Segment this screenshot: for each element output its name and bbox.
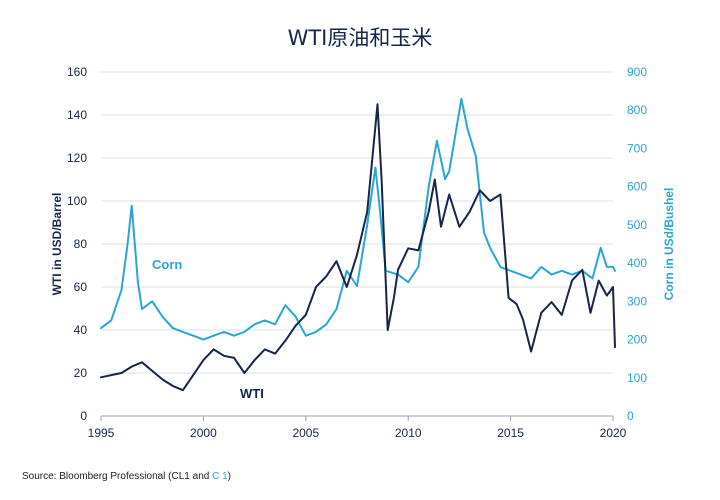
y-left-tick-label: 40 [74, 323, 88, 337]
y-left-tick-label: 100 [67, 194, 87, 208]
grid-lines [101, 71, 613, 417]
source-text: Source: Bloomberg Professional (CL1 and [22, 471, 213, 482]
axis-titles: Corn WTI WTI in USD/Barrel Corn in USd/Bush… [50, 188, 676, 401]
y-left-tick-label: 140 [67, 108, 87, 122]
source-footnote: Source: Bloomberg Professional (CL1 and … [22, 471, 231, 482]
series-line-wti [100, 103, 616, 392]
y-right-tick-label: 300 [627, 294, 647, 308]
y-right-tick-label: 200 [627, 333, 647, 347]
y-right-tick-label: 800 [627, 103, 647, 117]
y-right-tick-label: 600 [627, 180, 647, 194]
x-tick-label: 2015 [497, 426, 524, 440]
y-right-tick-label: 900 [627, 65, 647, 79]
x-tick-label: 2000 [190, 426, 217, 440]
series-line-corn [100, 97, 616, 341]
y-right-axis-title: Corn in USd/Bushel [662, 188, 676, 301]
y-right-tick-label: 400 [627, 256, 647, 270]
y-left-tick-label: 60 [74, 280, 88, 294]
y-right-tick-label: 100 [627, 371, 647, 385]
series-lines [100, 97, 616, 392]
y-left-tick-label: 20 [74, 366, 88, 380]
source-accent-text: C 1 [212, 471, 228, 482]
wti-series-label: WTI [240, 386, 264, 401]
y-right-tick-label: 700 [627, 141, 647, 155]
x-tick-label: 2020 [600, 426, 627, 440]
y-right-tick-label: 500 [627, 218, 647, 232]
y-left-axis-title: WTI in USD/Barrel [50, 193, 64, 296]
y-left-tick-label: 80 [74, 237, 88, 251]
axis-ticks: 0 20 40 60 80 100 120 140 160 0 100 200 300 400 500 600… [67, 65, 647, 440]
y-right-tick-label: 0 [627, 409, 634, 423]
y-left-tick-label: 0 [80, 409, 87, 423]
y-left-tick-label: 120 [67, 151, 87, 165]
corn-series-label: Corn [152, 257, 182, 272]
source-suffix: ) [227, 471, 232, 482]
y-left-tick-label: 160 [67, 65, 87, 79]
x-tick-label: 1995 [88, 426, 115, 440]
x-tick-label: 2005 [292, 426, 319, 440]
x-tick-label: 2010 [395, 426, 422, 440]
chart-title: WTI原油和玉米 [287, 26, 433, 50]
